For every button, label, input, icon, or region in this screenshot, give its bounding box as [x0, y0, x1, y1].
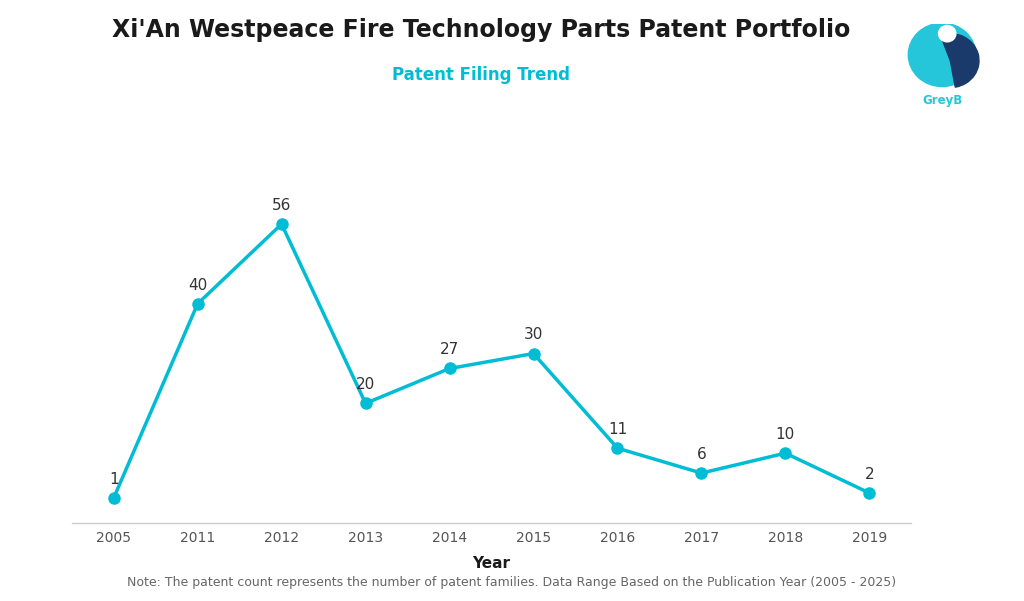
Text: 30: 30 [524, 328, 543, 343]
Circle shape [908, 23, 976, 87]
Text: Note: The patent count represents the number of patent families. Data Range Base: Note: The patent count represents the nu… [127, 576, 897, 589]
Text: GreyB: GreyB [922, 94, 963, 108]
Text: 40: 40 [188, 278, 207, 293]
Wedge shape [940, 34, 979, 87]
Text: Xi'An Westpeace Fire Technology Parts Patent Portfolio: Xi'An Westpeace Fire Technology Parts Pa… [112, 18, 851, 42]
Circle shape [939, 25, 956, 42]
Text: 27: 27 [440, 343, 459, 358]
Text: 20: 20 [356, 377, 375, 392]
Text: 6: 6 [696, 447, 707, 462]
Text: Patent Filing Trend: Patent Filing Trend [392, 66, 570, 84]
X-axis label: Year: Year [472, 557, 511, 572]
Text: 10: 10 [776, 427, 795, 442]
Text: 1: 1 [109, 472, 119, 487]
Text: 11: 11 [608, 422, 627, 437]
Text: 56: 56 [272, 198, 291, 213]
Text: 2: 2 [864, 467, 874, 482]
